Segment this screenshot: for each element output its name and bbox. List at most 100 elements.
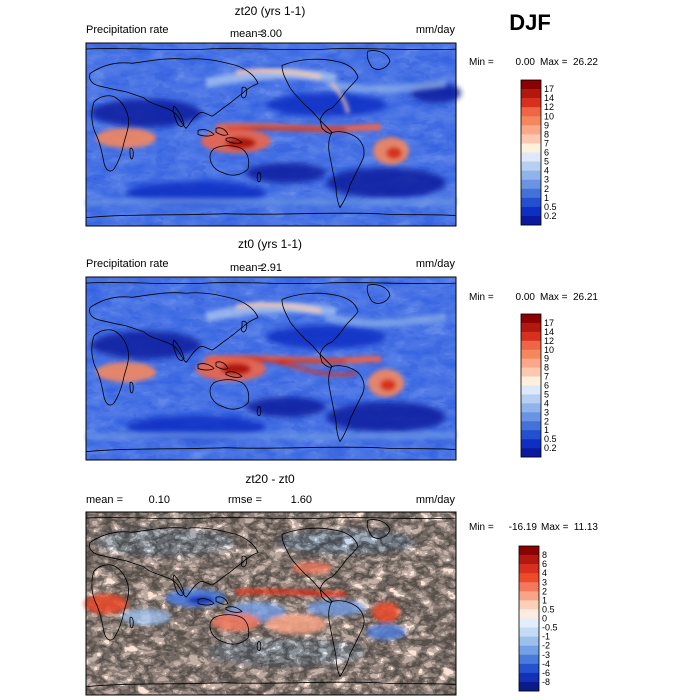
colorbar-tick-label: -6 — [542, 668, 550, 678]
colorbar-swatch — [521, 448, 541, 458]
panel-2-min-label: Min = — [469, 292, 494, 303]
colorbar-tick-label: 0.2 — [544, 443, 557, 453]
colorbar-swatch — [519, 555, 539, 565]
colorbar-swatch — [521, 152, 541, 162]
panel-2-map — [85, 276, 457, 461]
colorbar-swatch — [521, 98, 541, 108]
colorbar-tick-label: 17 — [544, 84, 554, 94]
colorbar-swatch — [521, 134, 541, 144]
colorbar-tick-label: 0.5 — [542, 604, 555, 614]
colorbar-tick-label: 5 — [544, 157, 549, 167]
colorbar-tick-label: 9 — [544, 354, 549, 364]
colorbar-tick-label: 1 — [544, 193, 549, 203]
season-label: DJF — [509, 10, 551, 35]
colorbar-tick-label: 6 — [542, 559, 547, 569]
colorbar-tick-label: 4 — [544, 398, 549, 408]
colorbar-swatch — [521, 403, 541, 413]
panel-1-min-label: Min = — [469, 57, 494, 68]
colorbar-tick-label: 3 — [542, 577, 547, 587]
panel-3-units: mm/day — [416, 494, 456, 506]
panel-3-title: zt20 - zt0 — [245, 472, 295, 486]
panel-3-min-value: -16.19 — [509, 522, 538, 533]
colorbar-tick-label: 10 — [544, 111, 554, 121]
colorbar-swatch — [521, 89, 541, 99]
colorbar-swatch — [519, 645, 539, 656]
colorbar-tick-label: -2 — [542, 641, 550, 651]
colorbar-tick-label: 2 — [544, 184, 549, 194]
colorbar-swatch — [519, 573, 539, 583]
panel-3-rmse-label: rmse = — [228, 494, 262, 506]
colorbar-tick-label: -8 — [542, 677, 550, 687]
colorbar-tick-label: 14 — [544, 93, 554, 103]
panel-3: zt20 - zt0 mean = 0.10 rmse = 1.60 mm/da… — [84, 472, 599, 696]
colorbar-swatch — [521, 340, 541, 351]
colorbar-tick-label: 0.5 — [544, 202, 557, 212]
colorbar-swatch — [521, 179, 541, 190]
colorbar-tick-label: 0.2 — [544, 211, 557, 221]
colorbar-tick-label: 17 — [544, 318, 554, 328]
colorbar-swatch — [519, 582, 539, 592]
colorbar-tick-label: 0.5 — [544, 434, 557, 444]
colorbar-tick-label: 7 — [544, 372, 549, 382]
colorbar-tick-label: -0.5 — [542, 623, 558, 633]
colorbar-swatch — [519, 600, 539, 610]
colorbar-swatch — [521, 197, 541, 208]
colorbar-tick-label: 3 — [544, 407, 549, 417]
colorbar-tick-label: 2 — [544, 416, 549, 426]
colorbar-swatch — [521, 161, 541, 171]
panel-1: zt20 (yrs 1-1) Precipitation rate mean= … — [85, 4, 598, 227]
colorbar-swatch — [519, 636, 539, 646]
colorbar-swatch — [521, 125, 541, 135]
colorbar-swatch — [521, 376, 541, 386]
colorbar-swatch — [521, 367, 541, 377]
colorbar-swatch — [521, 116, 541, 126]
colorbar-tick-label: 1 — [542, 595, 547, 605]
colorbar-tick-label: 8 — [544, 363, 549, 373]
colorbar-swatch — [519, 672, 539, 683]
colorbar-tick-label: 0 — [542, 614, 547, 624]
colorbar-tick-label: 4 — [542, 568, 547, 578]
colorbar-tick-label: -1 — [542, 632, 550, 642]
panel-2-max-value: 26.21 — [573, 292, 598, 303]
colorbar-tick-label: 12 — [544, 336, 554, 346]
colorbar-swatch — [521, 412, 541, 422]
colorbar-swatch — [521, 107, 541, 117]
colorbar-swatch — [521, 322, 541, 333]
colorbar-swatch — [519, 609, 539, 619]
panel-1-mean-value: 3.00 — [261, 28, 282, 40]
colorbar-tick-label: 2 — [542, 586, 547, 596]
panel-1-left-label: Precipitation rate — [86, 24, 169, 36]
panel-1-title: zt20 (yrs 1-1) — [235, 4, 306, 18]
colorbar-tick-label: 6 — [544, 381, 549, 391]
panel-1-max-value: 26.22 — [573, 57, 598, 68]
panel-2-left-label: Precipitation rate — [86, 258, 169, 270]
panel-3-mean-value: 0.10 — [149, 494, 170, 506]
panel-2-max-label: Max = — [540, 292, 568, 303]
colorbar-swatch — [521, 394, 541, 404]
panel-3-rmse-value: 1.60 — [291, 494, 312, 506]
colorbar-tick-label: 10 — [544, 345, 554, 355]
colorbar-swatch — [521, 314, 541, 324]
panel-3-max-value: 11.13 — [574, 522, 599, 533]
colorbar-swatch — [521, 143, 541, 153]
colorbar-swatch — [519, 654, 539, 665]
colorbar-frame — [520, 79, 542, 226]
panel-1-units: mm/day — [416, 24, 456, 36]
colorbar-tick-label: -3 — [542, 650, 550, 660]
colorbar-swatch — [521, 206, 541, 217]
colorbar-swatch — [521, 421, 541, 431]
panel-2-min-value: 0.00 — [516, 292, 536, 303]
colorbar-swatch — [519, 618, 539, 628]
colorbar-swatch — [521, 215, 541, 226]
colorbar-swatch — [519, 564, 539, 574]
colorbar-tick-label: 8 — [542, 550, 547, 560]
colorbar-tick-label: 5 — [544, 389, 549, 399]
colorbar-swatch — [521, 358, 541, 368]
colorbar-swatch — [521, 188, 541, 199]
panel-2-mean-label: mean= — [230, 262, 264, 274]
colorbar-tick-label: 8 — [544, 129, 549, 139]
